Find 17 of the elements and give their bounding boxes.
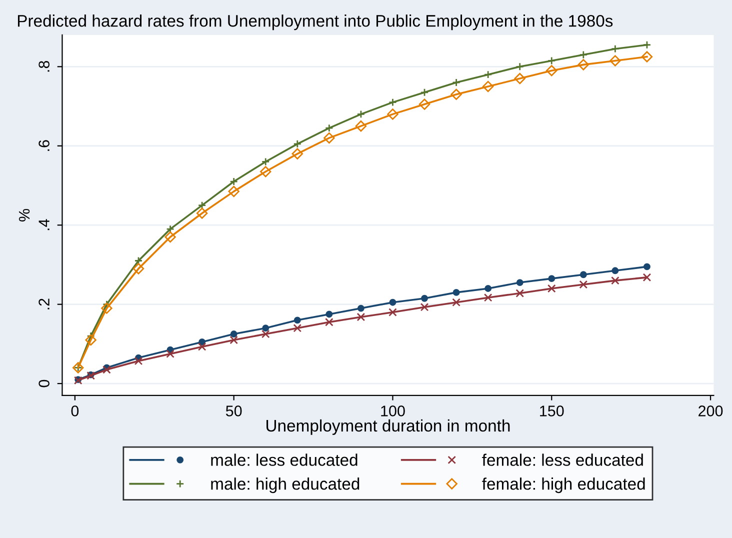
y-axis-title: %: [18, 208, 30, 222]
x-tick-label: 100: [381, 406, 405, 416]
y-tick-label: .8: [38, 60, 50, 72]
x-tick-label: 0: [71, 406, 79, 416]
legend-label: female: high educated: [482, 478, 645, 494]
x-axis-title: Unemployment duration in month: [266, 419, 510, 435]
y-tick-label: .6: [38, 140, 50, 151]
y-tick-label: .4: [38, 219, 50, 230]
chart-title: Predicted hazard rates from Unemployment into Public Employment in the 1980s: [18, 14, 613, 30]
legend-label: female: less educated: [482, 454, 643, 466]
legend-label: male: less educated: [211, 454, 358, 466]
y-tick-label: .2: [38, 298, 50, 310]
x-tick-label: 150: [540, 406, 564, 416]
x-tick-label: 200: [698, 406, 723, 416]
y-tick-label: 0: [38, 380, 50, 388]
legend-label: male: high educated: [211, 478, 360, 494]
x-tick-label: 50: [226, 406, 242, 416]
